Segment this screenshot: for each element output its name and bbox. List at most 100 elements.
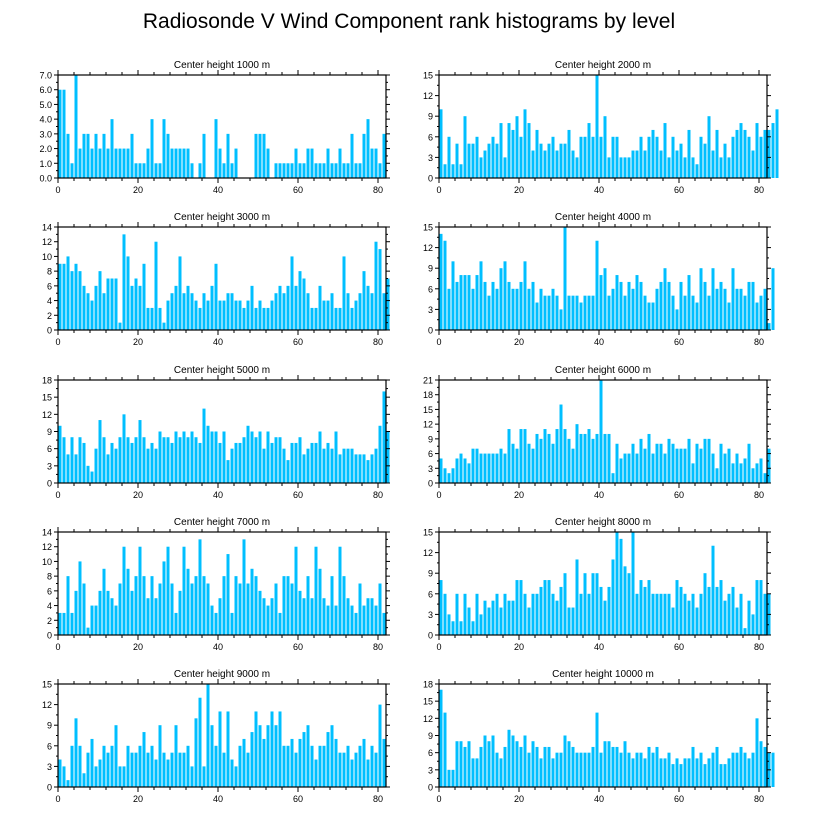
bar xyxy=(687,129,691,178)
bar xyxy=(94,448,98,483)
bar xyxy=(603,600,607,635)
bar xyxy=(683,157,687,178)
bar xyxy=(206,300,210,330)
bar xyxy=(663,593,667,635)
bar xyxy=(515,288,519,330)
bar xyxy=(687,600,691,635)
bar xyxy=(346,163,350,178)
y-tick-label: 3 xyxy=(47,762,52,772)
bar xyxy=(174,725,178,787)
x-tick-label: 60 xyxy=(293,794,303,804)
bar xyxy=(222,163,226,178)
bar xyxy=(282,293,286,330)
bar xyxy=(631,758,635,787)
bar xyxy=(671,607,675,635)
bar xyxy=(350,448,354,483)
bar xyxy=(571,448,575,483)
bar xyxy=(182,148,186,178)
bar xyxy=(206,583,210,635)
bar xyxy=(471,143,475,178)
bar xyxy=(587,429,591,483)
y-tick-label: 12 xyxy=(42,410,52,420)
bar xyxy=(70,745,74,787)
bar xyxy=(727,302,731,330)
bar xyxy=(647,746,651,787)
bar xyxy=(595,712,599,787)
bar xyxy=(719,580,723,635)
x-tick-label: 60 xyxy=(293,337,303,347)
bar xyxy=(551,136,555,178)
bar xyxy=(318,568,322,635)
bar xyxy=(170,442,174,483)
bar xyxy=(495,453,499,483)
bar xyxy=(110,119,114,178)
bar xyxy=(575,157,579,178)
y-tick-label: 10 xyxy=(42,557,52,567)
panel-1: Center height 1000 m 0.0 1.0 2.0 3.0 4.0 5.0 6.… xyxy=(39,60,390,195)
y-tick-label: 9 xyxy=(47,427,52,437)
bar xyxy=(270,598,274,635)
y-tick-label: 12 xyxy=(42,237,52,247)
bar xyxy=(507,281,511,330)
bar xyxy=(451,164,455,178)
bar xyxy=(306,148,310,178)
bar xyxy=(306,725,310,787)
bar xyxy=(154,759,158,787)
bar xyxy=(150,119,154,178)
bar xyxy=(334,431,338,483)
bar xyxy=(146,752,150,787)
bar xyxy=(174,612,178,635)
bar xyxy=(226,133,230,178)
x-tick-label: 0 xyxy=(436,337,441,347)
bar xyxy=(126,437,130,483)
bar xyxy=(134,163,138,178)
bar xyxy=(166,546,170,635)
x-tick-label: 40 xyxy=(594,490,604,500)
bar xyxy=(334,605,338,635)
bar xyxy=(374,241,378,330)
bar xyxy=(122,766,126,787)
bar xyxy=(278,285,282,330)
bar xyxy=(511,129,515,178)
bar xyxy=(683,758,687,787)
x-tick-label: 60 xyxy=(674,337,684,347)
bar xyxy=(122,148,126,178)
bar xyxy=(202,408,206,483)
bar xyxy=(70,612,74,635)
bar xyxy=(318,431,322,483)
bar xyxy=(491,735,495,787)
x-tick-label: 60 xyxy=(674,642,684,652)
bar xyxy=(759,580,763,635)
bar xyxy=(298,590,302,635)
bar xyxy=(130,590,134,635)
bar xyxy=(370,454,374,483)
y-tick-label: 15 xyxy=(423,71,433,81)
bar xyxy=(527,123,531,178)
bar xyxy=(547,295,551,330)
bar xyxy=(146,598,150,635)
bar xyxy=(711,453,715,483)
bar xyxy=(194,576,198,635)
bar xyxy=(382,612,386,635)
bar xyxy=(62,89,66,178)
bar xyxy=(262,738,266,787)
bar xyxy=(675,448,679,483)
panel-title: Center height 2000 m xyxy=(555,60,651,71)
bar xyxy=(579,302,583,330)
bar xyxy=(499,758,503,787)
bar xyxy=(358,163,362,178)
bar xyxy=(166,300,170,330)
bar xyxy=(330,163,334,178)
panel-title: Center height 1000 m xyxy=(174,60,270,71)
bar xyxy=(242,539,246,635)
bar xyxy=(154,163,158,178)
bar xyxy=(763,129,767,178)
bar xyxy=(238,583,242,635)
bar xyxy=(715,468,719,483)
bar xyxy=(242,437,246,483)
bar xyxy=(627,752,631,787)
bar xyxy=(250,568,254,635)
bar xyxy=(731,752,735,787)
bar xyxy=(154,448,158,483)
bar xyxy=(198,442,202,483)
